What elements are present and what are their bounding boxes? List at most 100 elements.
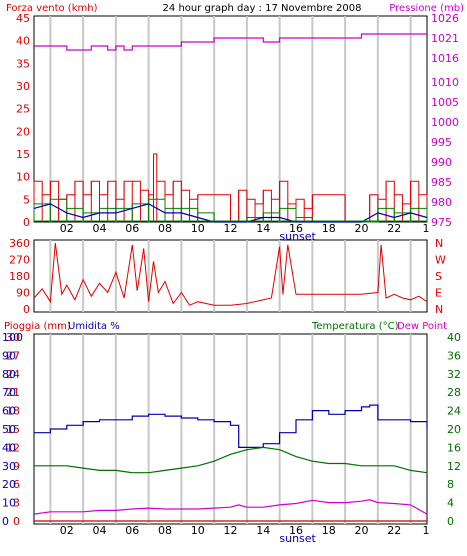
rain-tick-label: 3	[13, 497, 20, 510]
humidity-tick-label: 20	[2, 478, 16, 491]
hour-tick-label: 06	[125, 524, 139, 537]
temperature-tick-label: 8	[447, 478, 454, 491]
hour-tick-label: 14	[256, 524, 270, 537]
temperature-tick-label: 4	[447, 497, 454, 510]
humidity-tick-label: 70	[2, 386, 16, 399]
temperature-tick-label: 24	[447, 405, 461, 418]
humidity-tick-label: 30	[2, 460, 16, 473]
rain-tick-label: 9	[13, 460, 20, 473]
compass-label: N	[435, 237, 443, 250]
wind-tick-label: 0	[23, 216, 30, 229]
temperature-tick-label: 12	[447, 460, 461, 473]
hour-tick-label: 06	[125, 222, 139, 235]
gust-series	[34, 153, 428, 223]
hour-tick-label: 02	[60, 222, 74, 235]
compass-label: E	[435, 287, 442, 300]
chart-title: 24 hour graph day : 17 Novembre 2008	[163, 3, 362, 14]
temperature-tick-label: 20	[447, 423, 461, 436]
humidity-tick-label: 90	[2, 349, 16, 362]
dewpoint-series	[33, 499, 428, 515]
temperature-tick-label: 16	[447, 441, 461, 454]
humidity-tick-label: 40	[2, 441, 16, 454]
hour-tick-label: 12	[224, 222, 238, 235]
pressure-tick-label: 985	[431, 176, 452, 189]
humidity-tick-label: 80	[2, 368, 16, 381]
pressure-tick-label: 1000	[431, 116, 459, 129]
wind-tick-label: 40	[16, 35, 30, 48]
wind-tick-label: 5	[23, 193, 30, 206]
rain-tick-label: 27	[6, 349, 20, 362]
pressure-series	[34, 33, 427, 51]
hour-tick-label: 08	[158, 222, 172, 235]
direction-tick-label: 0	[23, 303, 30, 316]
pressure-tick-label: 1010	[431, 76, 459, 89]
temperature-axis-title: Temperatura (°C)	[311, 321, 399, 332]
hour-tick-label: 22	[387, 222, 401, 235]
compass-label: W	[435, 254, 446, 267]
humidity-tick-label: 10	[2, 497, 16, 510]
temperature-series	[34, 446, 428, 474]
hour-tick-label: 18	[322, 524, 336, 537]
hour-tick-label: 10	[191, 222, 205, 235]
sunset-label: sunset	[279, 532, 316, 545]
direction-tick-label: 270	[9, 254, 30, 267]
rain-tick-label: 15	[6, 423, 20, 436]
hour-tick-label: 16	[289, 524, 303, 537]
temperature-tick-label: 28	[447, 386, 461, 399]
pressure-tick-label: 975	[431, 216, 452, 229]
temperature-tick-label: 0	[447, 515, 454, 528]
wind-tick-label: 45	[16, 12, 30, 25]
rain-axis-title: Pioggia (mm)	[4, 321, 71, 332]
rain-tick-label: 30	[6, 331, 20, 344]
direction-tick-label: 180	[9, 270, 30, 283]
hour-tick-label: 02	[60, 524, 74, 537]
panel-frame-3	[33, 333, 428, 525]
direction-tick-label: 90	[16, 287, 30, 300]
right-axis-title-pressure: Pressione (mb)	[389, 3, 464, 14]
wind-tick-label: 25	[16, 103, 30, 116]
rain-tick-label: 12	[6, 441, 20, 454]
wind-average-series	[33, 203, 428, 223]
panel-frame-1	[33, 15, 428, 223]
rain-tick-label: 21	[6, 386, 20, 399]
humidity-tick-label: 50	[2, 423, 16, 436]
rain-tick-label: 6	[13, 478, 20, 491]
pressure-tick-label: 1021	[431, 32, 459, 45]
hour-tick-label: 18	[322, 222, 336, 235]
wind-tick-label: 15	[16, 148, 30, 161]
compass-label: S	[435, 270, 442, 283]
hour-tick-label: 08	[158, 524, 172, 537]
direction-series	[33, 242, 428, 306]
humidity-tick-label: 60	[2, 405, 16, 418]
direction-tick-label: 360	[9, 237, 30, 250]
wind-tick-label: 30	[16, 80, 30, 93]
wind-tick-label: 20	[16, 125, 30, 138]
temperature-tick-label: 36	[447, 349, 461, 362]
hour-tick-label: 1	[423, 222, 430, 235]
hour-tick-label: 20	[355, 222, 369, 235]
hour-tick-label: 04	[93, 524, 107, 537]
temperature-tick-label: 40	[447, 331, 461, 344]
hour-tick-label: 1	[423, 524, 430, 537]
humidity-axis-title: Umidita %	[68, 321, 120, 332]
pressure-tick-label: 980	[431, 196, 452, 209]
wind-tick-label: 35	[16, 57, 30, 70]
rain-tick-label: 18	[6, 405, 20, 418]
sunset-label: sunset	[279, 230, 316, 243]
hour-tick-label: 22	[387, 524, 401, 537]
rain-tick-label: 24	[6, 368, 20, 381]
humidity-tick-label: 0	[2, 515, 9, 528]
panel-frame-2	[33, 239, 428, 313]
rain-tick-label: 0	[13, 515, 20, 528]
pressure-tick-label: 1005	[431, 96, 459, 109]
pressure-tick-label: 1026	[431, 12, 459, 25]
hour-tick-label: 20	[355, 524, 369, 537]
hour-tick-label: 14	[256, 222, 270, 235]
compass-label: N	[435, 303, 443, 316]
hour-tick-label: 10	[191, 524, 205, 537]
pressure-tick-label: 1016	[431, 52, 459, 65]
hour-tick-label: 04	[93, 222, 107, 235]
temperature-tick-label: 32	[447, 368, 461, 381]
dewpoint-axis-title: Dew Point	[397, 321, 447, 332]
